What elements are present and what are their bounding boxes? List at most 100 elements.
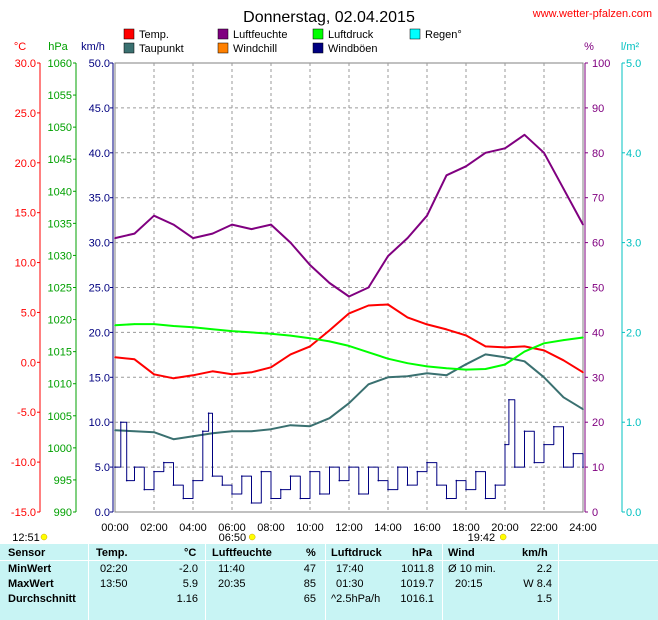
data-point xyxy=(445,367,448,370)
data-point xyxy=(114,356,116,359)
row-max-temp-val: 5.9 xyxy=(182,578,198,590)
data-point xyxy=(348,312,350,315)
data-point xyxy=(406,362,409,365)
data-point xyxy=(377,479,380,482)
row-min-wind-val: 2.2 xyxy=(536,563,552,575)
stats-col-sep xyxy=(88,544,89,620)
data-point xyxy=(562,339,565,341)
tick-label-humidity: 90 xyxy=(592,103,604,115)
data-point xyxy=(387,357,389,360)
row-avg-label: Durchschnitt xyxy=(8,593,76,605)
data-point xyxy=(211,475,214,477)
legend-swatch xyxy=(312,28,324,40)
row-max-press-val: 1019.7 xyxy=(400,578,434,590)
row-avg-hum-val: 65 xyxy=(303,593,316,605)
legend: Temp. Taupunkt Luftfeuchte Windchill Luftdru… xyxy=(123,28,462,55)
data-point xyxy=(562,359,565,362)
data-point xyxy=(426,372,428,375)
stats-col-sep xyxy=(325,544,326,620)
unit-label-temp: °C xyxy=(14,41,26,53)
tick-label-wind: 30.0 xyxy=(89,238,110,250)
site-url[interactable]: www.wetter-pfalzen.com xyxy=(532,8,652,20)
x-tick-label: 24:00 xyxy=(569,522,597,534)
x-tick-label: 22:00 xyxy=(530,522,558,534)
data-point xyxy=(153,431,155,434)
legend-swatch xyxy=(123,28,135,40)
data-point xyxy=(523,134,526,136)
row-min-temp-time: 02:20 xyxy=(100,563,128,575)
series-layer xyxy=(114,133,584,504)
data-point xyxy=(309,470,311,473)
data-point xyxy=(348,402,350,405)
header-pressure: Luftdruck xyxy=(331,547,382,559)
data-point xyxy=(289,334,292,337)
tick-label-temp: -10.0 xyxy=(11,457,36,469)
axes: 30.0 25.0 20.0 15.0 10.0 5.0 0.0 -5.0 -10.0 -15.0… xyxy=(11,58,641,534)
data-point xyxy=(358,493,360,495)
data-point xyxy=(328,340,331,343)
tick-label-temp: 15.0 xyxy=(15,208,36,220)
data-point xyxy=(143,488,146,491)
data-point xyxy=(338,479,341,482)
tick-label-temp: 10.0 xyxy=(15,258,36,270)
legend-swatch xyxy=(217,28,229,40)
tick-label-humidity: 50 xyxy=(592,283,604,295)
header-humidity: Luftfeuchte xyxy=(212,547,272,559)
time-marker-label: 06:50 xyxy=(219,532,247,544)
data-point xyxy=(309,337,311,340)
data-point xyxy=(406,484,409,486)
data-point xyxy=(133,358,136,361)
data-point xyxy=(397,466,399,468)
data-point xyxy=(231,493,233,495)
row-min-press-val: 1011.8 xyxy=(401,563,434,575)
tick-label-pressure: 990 xyxy=(54,507,72,519)
data-point xyxy=(231,223,233,226)
tick-label-pressure: 1050 xyxy=(48,122,72,134)
data-point xyxy=(231,430,233,433)
tick-label-pressure: 1015 xyxy=(48,347,72,359)
data-point xyxy=(582,336,584,339)
data-point xyxy=(484,152,487,154)
data-point xyxy=(426,214,428,217)
tick-label-pressure: 1025 xyxy=(48,283,72,295)
data-point xyxy=(387,376,389,379)
data-point xyxy=(120,421,122,424)
tick-label-humidity: 40 xyxy=(592,327,604,339)
data-point xyxy=(504,147,506,150)
tick-label-temp: 30.0 xyxy=(15,58,36,70)
data-point xyxy=(406,316,409,319)
unit-label-humidity: % xyxy=(584,41,594,53)
stats-col-sep xyxy=(558,544,559,620)
tick-label-pressure: 1060 xyxy=(48,58,72,70)
row-max-hum-time: 20:35 xyxy=(218,578,246,590)
data-point xyxy=(309,345,311,348)
header-wind: Wind xyxy=(448,547,475,559)
data-point xyxy=(250,228,253,230)
data-point xyxy=(309,425,311,428)
data-point xyxy=(543,443,545,446)
tick-label-rain: 2.0 xyxy=(626,327,641,339)
legend-label: Windböen xyxy=(328,43,378,55)
x-tick-label: 06:00 xyxy=(218,522,246,534)
data-point xyxy=(523,430,526,433)
data-point xyxy=(125,479,128,482)
tick-label-temp: 5.0 xyxy=(21,307,36,319)
tick-label-wind: 25.0 xyxy=(89,283,110,295)
tick-label-wind: 40.0 xyxy=(89,148,110,160)
data-point xyxy=(309,264,311,266)
tick-label-humidity: 100 xyxy=(592,58,610,70)
tick-label-humidity: 0 xyxy=(592,507,598,519)
header-wind-unit: km/h xyxy=(522,547,548,559)
x-tick-label: 08:00 xyxy=(257,522,285,534)
unit-label-pressure: hPa xyxy=(48,41,68,53)
row-max-press-time: 01:30 xyxy=(336,578,364,590)
data-point xyxy=(484,345,487,348)
data-point xyxy=(348,345,350,347)
row-avg-temp-val: 1.16 xyxy=(176,593,198,605)
tick-label-wind: 45.0 xyxy=(89,103,110,115)
unit-label-rain: l/m² xyxy=(621,41,640,53)
tick-label-wind: 15.0 xyxy=(89,372,110,384)
data-point xyxy=(562,396,565,399)
data-point xyxy=(465,363,467,366)
row-max-temp-time: 13:50 xyxy=(100,578,128,590)
